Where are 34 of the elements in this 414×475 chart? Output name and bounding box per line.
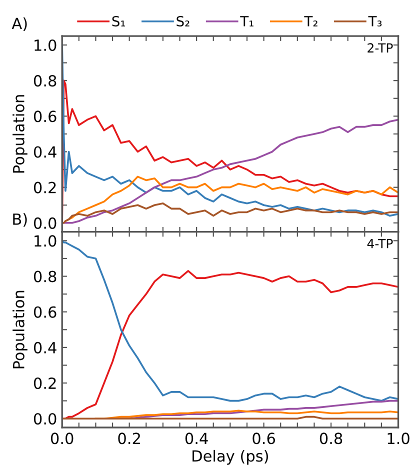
legend-label: T₂: [304, 16, 318, 26]
y-axis-title: Population: [12, 290, 28, 368]
line-series: [64, 176, 398, 222]
text: A): [12, 17, 27, 32]
legend-label: T₃: [368, 16, 382, 26]
line-series: [62, 118, 398, 224]
x-tick-label: 0.4: [185, 432, 208, 444]
text: B): [13, 213, 27, 227]
x-tick-label: 1.0: [388, 432, 410, 444]
legend-label: S₁: [112, 16, 126, 26]
y-tick-label: 0.2: [34, 182, 56, 194]
y-tick-label: 1.0: [34, 39, 56, 52]
annotation: 2-TP: [368, 43, 393, 52]
y-tick-label: 0.0: [34, 217, 56, 229]
line-series: [62, 240, 398, 402]
y-tick-label: 1.0: [34, 235, 56, 247]
legend-label: T₁: [240, 16, 254, 26]
y-axis-title: Population: [12, 95, 28, 173]
y-tick-label: 0.4: [34, 342, 56, 354]
x-tick-label: 0.0: [50, 432, 74, 444]
y-tick-label: 0.6: [34, 306, 56, 318]
legend-label: S₂: [176, 16, 190, 26]
y-tick-label: 0.8: [34, 270, 56, 282]
y-tick-label: 0.8: [34, 75, 56, 87]
x-tick-label: 0.6: [252, 432, 275, 444]
x-tick-label: 0.2: [118, 432, 140, 444]
x-tick-label: 0.8: [320, 432, 342, 444]
annotation: 4-TP: [367, 239, 393, 248]
y-tick-label: 0.6: [34, 110, 56, 122]
y-tick-label: 0.0: [34, 413, 56, 425]
y-tick-label: 0.2: [34, 377, 56, 390]
x-axis-title: Delay (ps): [192, 450, 268, 465]
y-tick-label: 0.4: [34, 146, 56, 158]
line-series: [62, 202, 398, 224]
